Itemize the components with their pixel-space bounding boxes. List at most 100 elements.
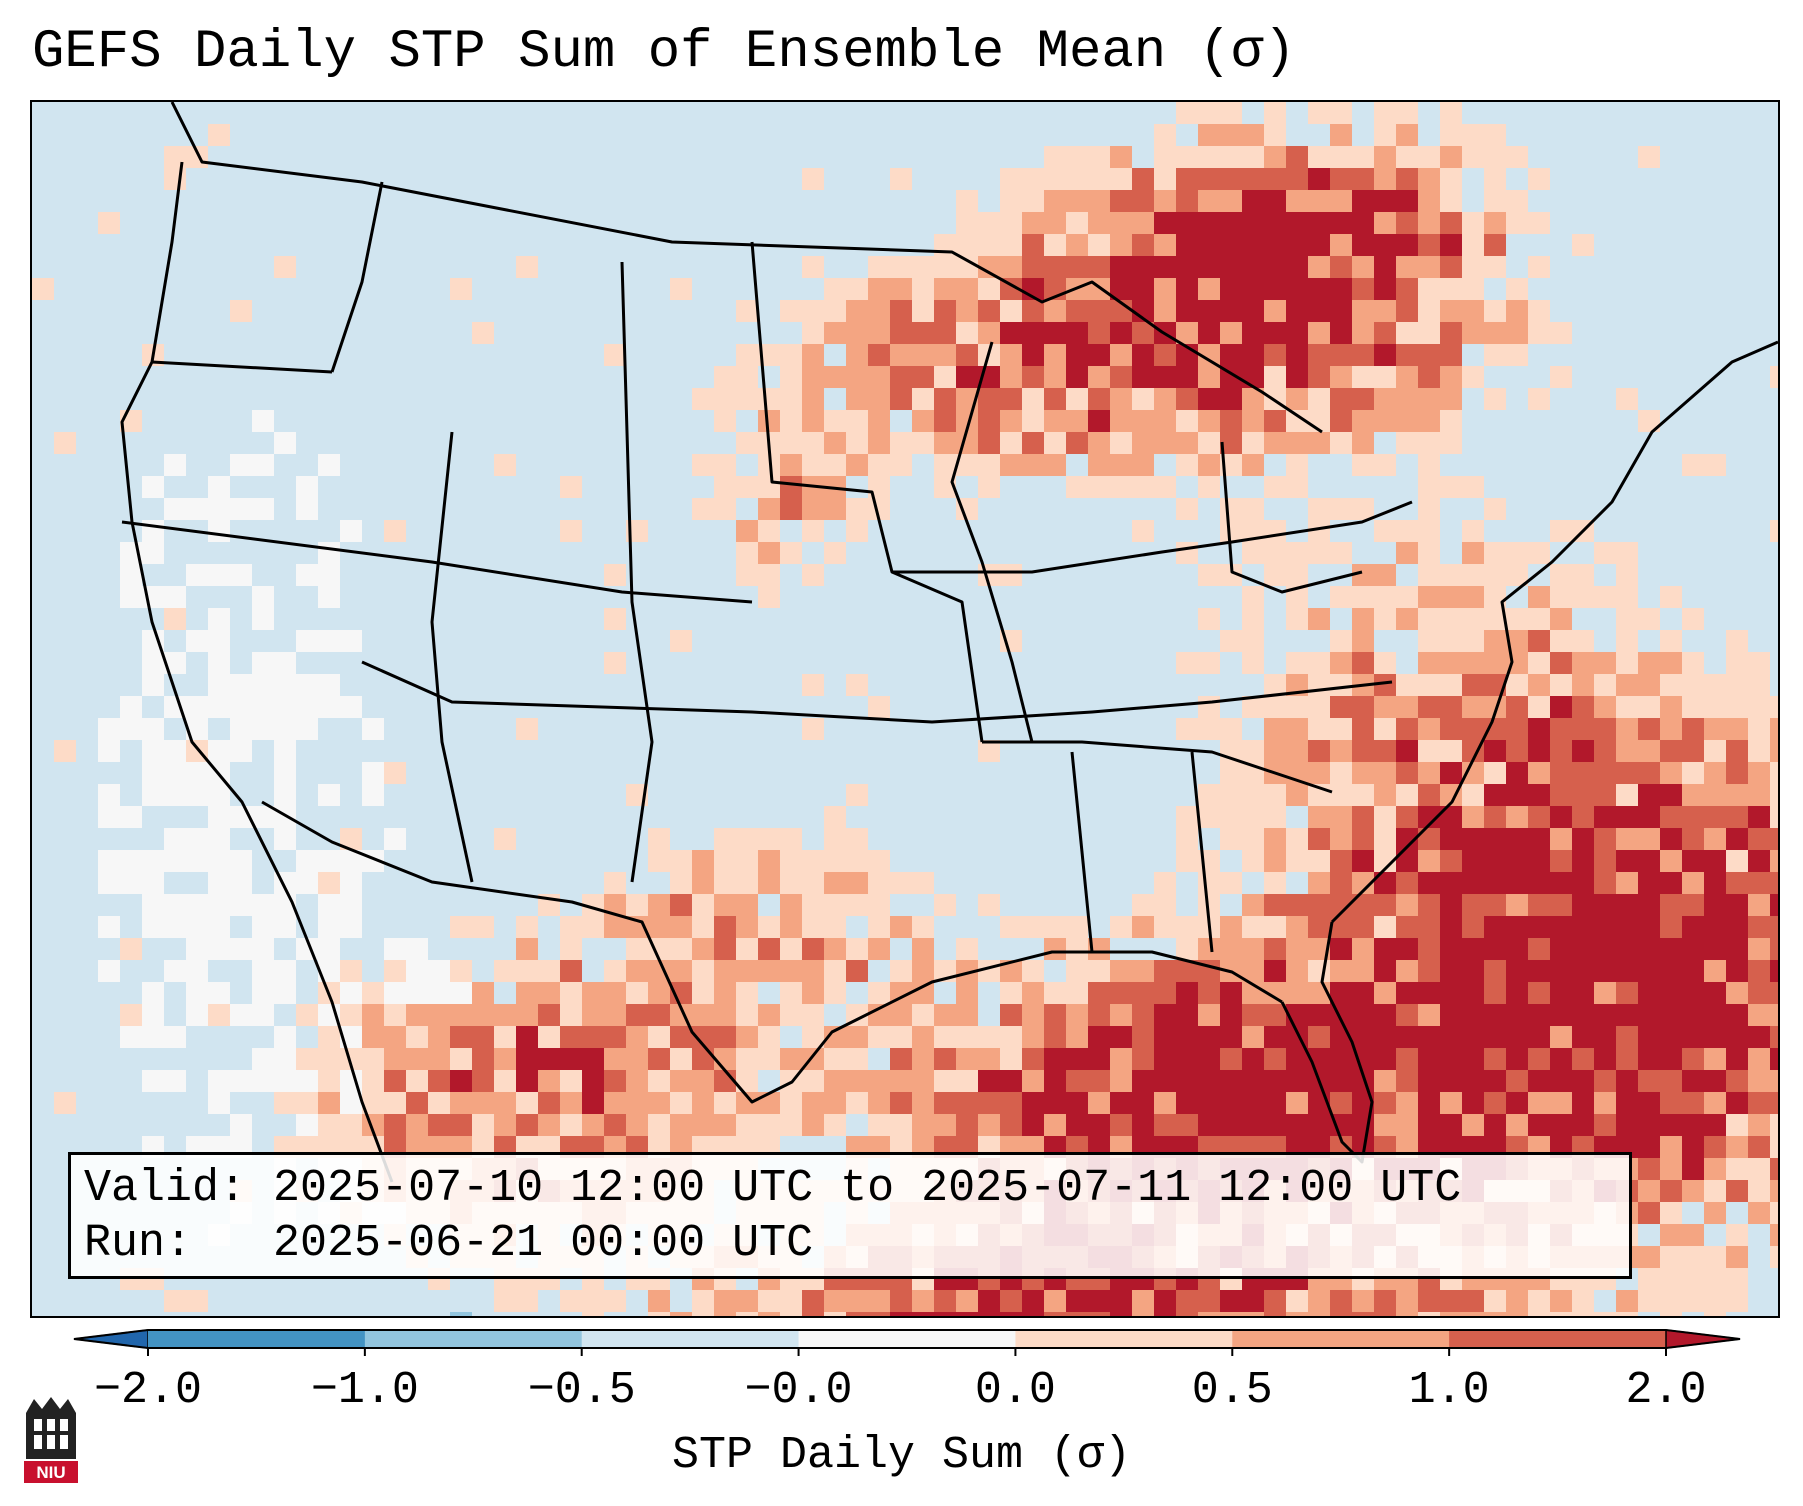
- stp-grid-cell: [516, 256, 538, 278]
- stp-grid-cell: [1682, 850, 1704, 872]
- stp-grid-cell: [1616, 982, 1638, 1004]
- stp-grid-cell: [1308, 102, 1330, 124]
- stp-grid-cell: [1528, 718, 1550, 740]
- stp-grid-cell: [1176, 168, 1198, 190]
- stp-grid-cell: [846, 1004, 868, 1026]
- stp-grid-cell: [208, 872, 230, 894]
- stp-grid-cell: [1022, 1026, 1044, 1048]
- stp-grid-cell: [1066, 432, 1088, 454]
- stp-grid-cell: [1748, 696, 1770, 718]
- stp-grid-cell: [1484, 894, 1506, 916]
- stp-grid-cell: [296, 564, 318, 586]
- stp-grid-cell: [1352, 1312, 1374, 1316]
- stp-grid-cell: [1726, 696, 1748, 718]
- stp-grid-cell: [1748, 916, 1770, 938]
- stp-grid-cell: [384, 1004, 406, 1026]
- stp-grid-cell: [1528, 168, 1550, 190]
- stp-grid-cell: [1660, 1158, 1682, 1180]
- stp-grid-cell: [626, 982, 648, 1004]
- stp-grid-cell: [1308, 960, 1330, 982]
- stp-grid-cell: [1242, 1048, 1264, 1070]
- stp-grid-cell: [1088, 234, 1110, 256]
- stp-grid-cell: [1748, 1202, 1770, 1224]
- stp-grid-cell: [868, 388, 890, 410]
- stp-grid-cell: [230, 894, 252, 916]
- stp-grid-cell: [1110, 366, 1132, 388]
- stp-grid-cell: [1726, 1268, 1748, 1290]
- stp-grid-cell: [1242, 1290, 1264, 1312]
- stp-grid-cell: [1528, 784, 1550, 806]
- stp-grid-cell: [1330, 146, 1352, 168]
- stp-grid-cell: [164, 586, 186, 608]
- stp-grid-cell: [1682, 1180, 1704, 1202]
- stp-grid-cell: [1572, 938, 1594, 960]
- stp-grid-cell: [252, 608, 274, 630]
- stp-grid-cell: [1440, 564, 1462, 586]
- stp-grid-cell: [1242, 124, 1264, 146]
- stp-grid-cell: [252, 674, 274, 696]
- stp-grid-cell: [1264, 410, 1286, 432]
- stp-grid-cell: [384, 1048, 406, 1070]
- stp-grid-cell: [1572, 718, 1594, 740]
- stp-grid-cell: [846, 1070, 868, 1092]
- stp-grid-cell: [934, 454, 956, 476]
- stp-grid-cell: [1352, 916, 1374, 938]
- stp-grid-cell: [1264, 366, 1286, 388]
- stp-grid-cell: [208, 1004, 230, 1026]
- stp-grid-cell: [1506, 1070, 1528, 1092]
- stp-grid-cell: [1198, 1114, 1220, 1136]
- stp-grid-cell: [1748, 1026, 1770, 1048]
- stp-grid-cell: [1462, 256, 1484, 278]
- stp-grid-cell: [142, 652, 164, 674]
- stp-grid-cell: [1704, 872, 1726, 894]
- stp-grid-cell: [1242, 806, 1264, 828]
- stp-grid-cell: [1044, 146, 1066, 168]
- stp-grid-cell: [1242, 960, 1264, 982]
- stp-grid-cell: [1044, 168, 1066, 190]
- stp-grid-cell: [934, 322, 956, 344]
- stp-grid-cell: [1176, 322, 1198, 344]
- stp-grid-cell: [1022, 916, 1044, 938]
- stp-grid-cell: [714, 1048, 736, 1070]
- stp-grid-cell: [1418, 630, 1440, 652]
- stp-grid-cell: [1440, 388, 1462, 410]
- stp-grid-cell: [780, 982, 802, 1004]
- stp-grid-cell: [1220, 872, 1242, 894]
- valid-label: Valid:: [84, 1163, 247, 1214]
- stp-grid-cell: [1374, 1004, 1396, 1026]
- stp-grid-cell: [1066, 1026, 1088, 1048]
- stp-grid-cell: [582, 1290, 604, 1312]
- stp-grid-cell: [1528, 916, 1550, 938]
- stp-grid-cell: [1242, 1070, 1264, 1092]
- stp-grid-cell: [1704, 1202, 1726, 1224]
- stp-grid-cell: [824, 1312, 846, 1316]
- stp-grid-cell: [54, 740, 76, 762]
- boundary-line: [1280, 921, 1374, 1164]
- stp-grid-cell: [1528, 806, 1550, 828]
- stp-grid-cell: [1418, 982, 1440, 1004]
- stp-grid-cell: [1176, 652, 1198, 674]
- stp-grid-cell: [1726, 1290, 1748, 1312]
- stp-grid-cell: [1682, 1290, 1704, 1312]
- stp-grid-cell: [1242, 344, 1264, 366]
- stp-grid-cell: [1022, 1290, 1044, 1312]
- stp-grid-cell: [1506, 1312, 1528, 1316]
- stp-grid-cell: [32, 278, 54, 300]
- stp-grid-cell: [516, 718, 538, 740]
- stp-grid-cell: [1242, 608, 1264, 630]
- stp-grid-cell: [1352, 1048, 1374, 1070]
- stp-grid-cell: [1132, 1048, 1154, 1070]
- stp-grid-cell: [890, 872, 912, 894]
- stp-grid-cell: [978, 894, 1000, 916]
- stp-grid-cell: [1330, 366, 1352, 388]
- stp-grid-cell: [1418, 388, 1440, 410]
- stp-grid-cell: [1462, 850, 1484, 872]
- stp-grid-cell: [1110, 1290, 1132, 1312]
- stp-grid-cell: [1440, 1114, 1462, 1136]
- stp-grid-cell: [1418, 256, 1440, 278]
- stp-grid-cell: [1440, 806, 1462, 828]
- stp-grid-cell: [736, 1312, 758, 1316]
- stp-grid-cell: [1242, 1114, 1264, 1136]
- stp-grid-cell: [230, 938, 252, 960]
- stp-grid-cell: [1308, 828, 1330, 850]
